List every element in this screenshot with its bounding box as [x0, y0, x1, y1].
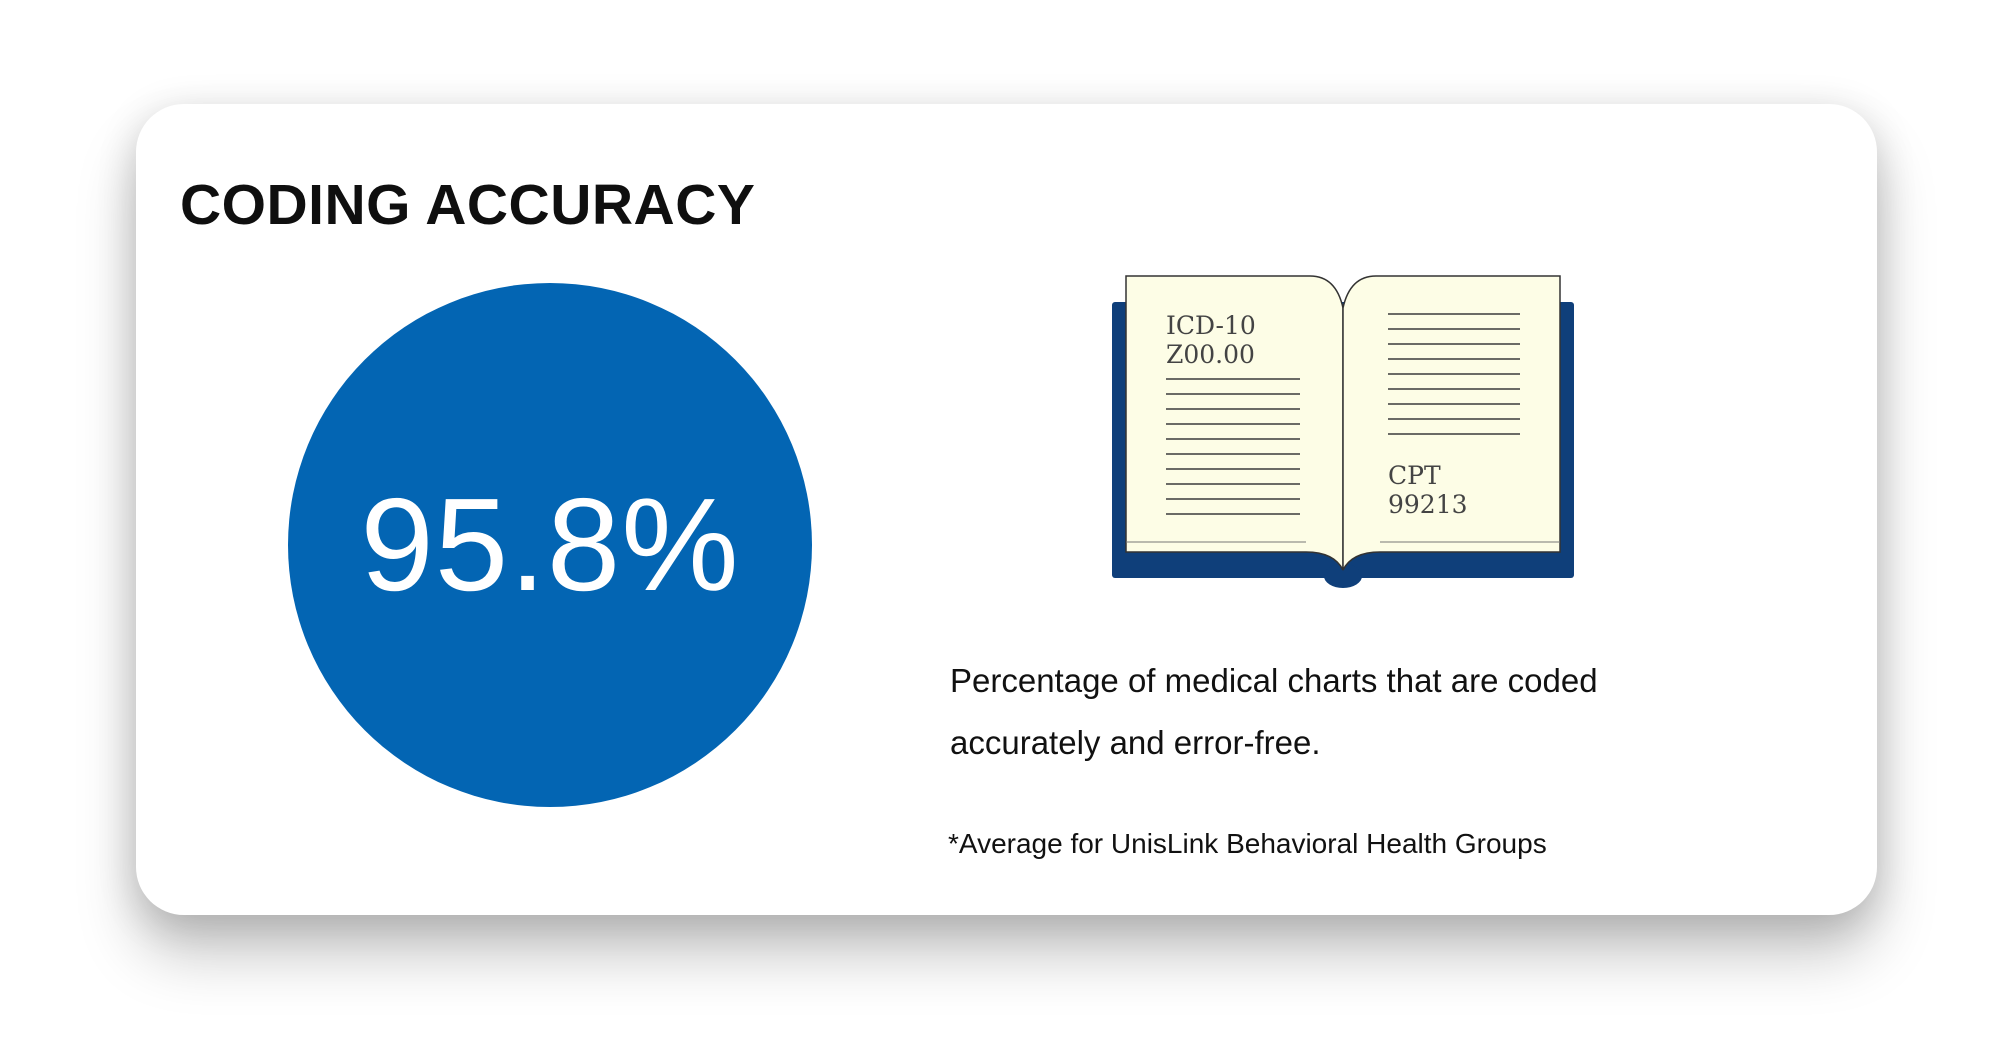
stat-value: 95.8% [360, 471, 740, 618]
left-page-code: Z00.00 [1166, 340, 1255, 369]
left-page-lines [1166, 378, 1300, 515]
stat-circle: 95.8% [288, 283, 812, 807]
right-page [1342, 275, 1561, 571]
right-page-code-system: CPT [1388, 461, 1441, 490]
left-page-code-system: ICD-10 [1166, 311, 1256, 340]
stat-description: Percentage of medical charts that are co… [950, 662, 1598, 761]
right-page-lines [1388, 313, 1520, 435]
open-book-icon: ICD-10 Z00.00 CPT 9 [1112, 275, 1574, 588]
footnote: *Average for UnisLink Behavioral Health … [948, 828, 1547, 859]
right-page-code: 99213 [1388, 490, 1468, 519]
card-title: CODING ACCURACY [180, 173, 756, 237]
book-spine [1324, 564, 1362, 588]
